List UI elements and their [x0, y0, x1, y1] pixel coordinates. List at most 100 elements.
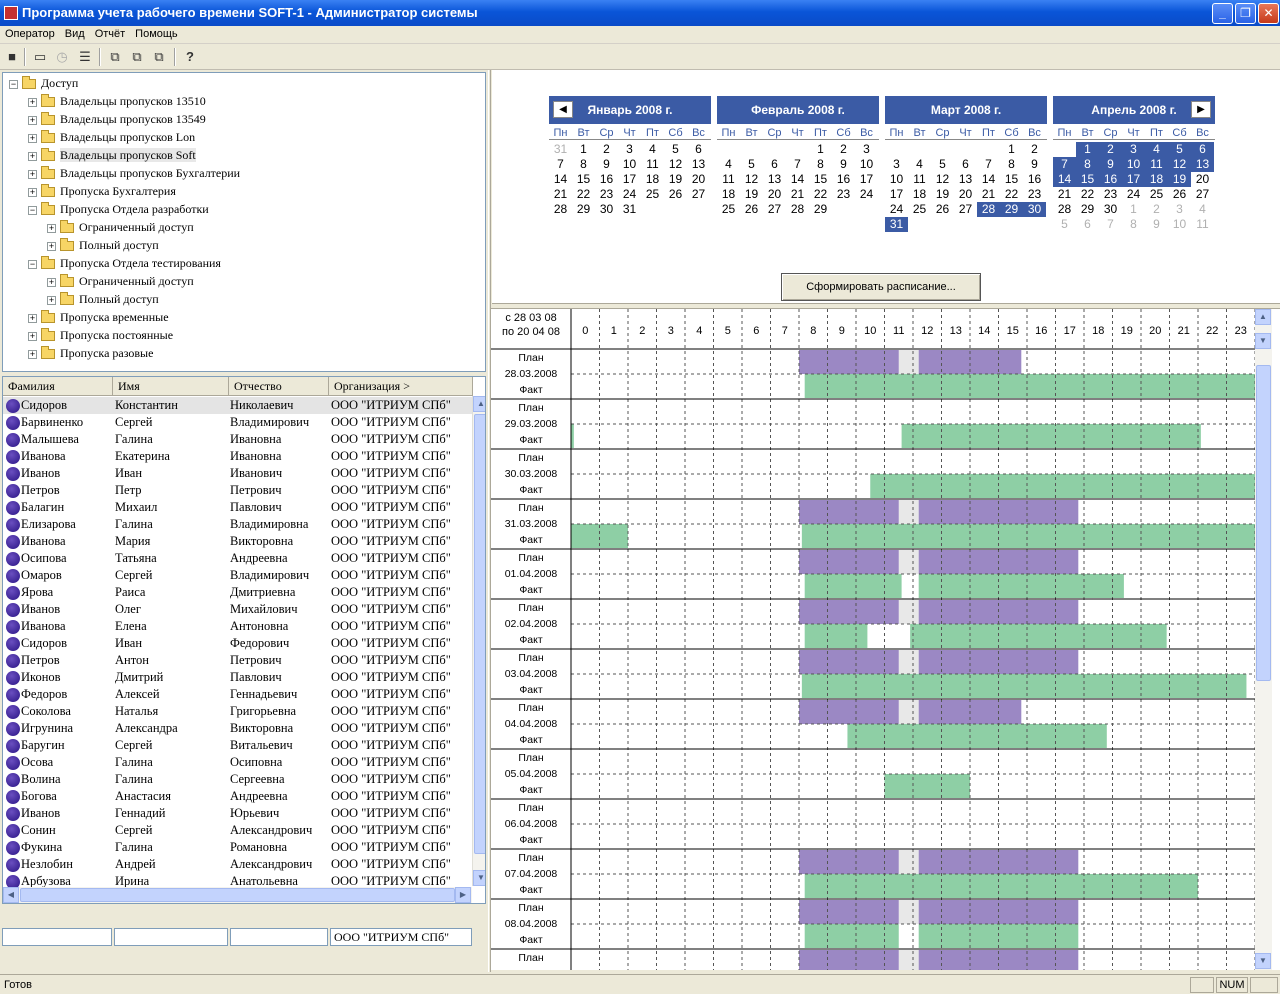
calendar-day[interactable]: 8 [1130, 217, 1137, 231]
tree-icon[interactable]: ☰ [79, 49, 91, 64]
calendar-day[interactable]: 12 [1168, 157, 1191, 172]
window-icon[interactable]: ▭ [33, 49, 47, 64]
calendar-day[interactable]: 4 [649, 142, 656, 156]
close-button[interactable]: ✕ [1258, 3, 1279, 24]
calendar-day[interactable]: 29 [576, 202, 591, 216]
filter-patronymic[interactable] [230, 928, 328, 946]
calendar-day[interactable]: 18 [912, 187, 927, 201]
collapse-icon[interactable]: − [28, 258, 37, 269]
table-row[interactable]: Иконов Дмитрий Павлович ООО "ИТРИУМ СПб" [3, 669, 473, 686]
filter-organization[interactable]: ООО "ИТРИУМ СПб" [330, 928, 472, 946]
table-row[interactable]: Иванов Геннадий Юрьевич ООО "ИТРИУМ СПб" [3, 805, 473, 822]
table-row[interactable]: Омаров Сергей Владимирович ООО "ИТРИУМ СПб" [3, 567, 473, 584]
calendar-day[interactable]: 8 [817, 157, 824, 171]
calendar-day[interactable]: 19 [744, 187, 759, 201]
calendar-day[interactable]: 7 [794, 157, 801, 171]
next-month-icon[interactable]: ▶ [1191, 101, 1211, 118]
calendar-day[interactable]: 5 [748, 157, 755, 171]
calendar-day[interactable]: 5 [1061, 217, 1068, 231]
calendar-day[interactable]: 9 [1031, 157, 1038, 171]
tree-node[interactable]: + Владельцы пропусков Soft [28, 146, 196, 164]
calendar-day[interactable]: 11 [1145, 157, 1168, 172]
scroll-left-icon[interactable]: ◀ [3, 887, 19, 903]
table-row[interactable]: Елизарова Галина Владимировна ООО "ИТРИУМ С… [3, 516, 473, 533]
calendar-day[interactable]: 12 [744, 172, 759, 186]
scroll-down-icon[interactable]: ▼ [473, 870, 485, 886]
calendar-day[interactable]: 3 [893, 157, 900, 171]
minimize-button[interactable]: _ [1212, 3, 1233, 24]
calendar-day[interactable]: 21 [1057, 187, 1072, 201]
column-organization[interactable]: Организация > [329, 377, 473, 396]
tree-node[interactable]: − Доступ [9, 74, 78, 92]
calendar-day[interactable]: 16 [836, 172, 851, 186]
expand-icon[interactable]: + [28, 312, 37, 323]
expand-icon[interactable]: + [47, 294, 56, 305]
calendar-day[interactable]: 2 [1153, 202, 1160, 216]
calendar-day[interactable]: 2 [1099, 142, 1122, 157]
tree-node[interactable]: − Пропуска Отдела тестирования [28, 254, 221, 272]
table-row[interactable]: Осова Галина Осиповна ООО "ИТРИУМ СПб" [3, 754, 473, 771]
calendar-day[interactable]: 27 [767, 202, 782, 216]
form-schedule-button[interactable]: Сформировать расписание... [781, 273, 981, 301]
calendar-day[interactable]: 25 [912, 202, 927, 216]
calendar-day[interactable]: 6 [771, 157, 778, 171]
help-icon[interactable]: ? [186, 49, 194, 64]
schedule-scroll-up-icon[interactable]: ▲ [1255, 309, 1271, 325]
calendar-day[interactable]: 11 [913, 172, 926, 186]
calendar-day[interactable]: 12 [668, 157, 683, 171]
calendar-day[interactable]: 4 [916, 157, 923, 171]
calendar-day[interactable]: 23 [1103, 187, 1118, 201]
calendar-day[interactable]: 19 [1168, 172, 1191, 187]
calendar-day[interactable]: 1 [817, 142, 824, 156]
calendar-day[interactable]: 9 [603, 157, 610, 171]
calendar-day[interactable]: 25 [1149, 187, 1164, 201]
calendar-day[interactable]: 19 [668, 172, 683, 186]
calendar-day[interactable]: 1 [580, 142, 587, 156]
calendar-day[interactable]: 7 [557, 157, 564, 171]
calendar-day[interactable]: 13 [691, 157, 706, 171]
expand-icon[interactable]: + [28, 150, 37, 161]
calendar-day[interactable]: 11 [722, 172, 735, 186]
calendar-day[interactable]: 20 [1195, 172, 1210, 186]
calendar-day[interactable]: 6 [1191, 142, 1214, 157]
calendar-day[interactable]: 1 [1008, 142, 1015, 156]
calendar-day[interactable]: 10 [1172, 217, 1187, 231]
tree-node[interactable]: + Пропуска постоянные [28, 326, 173, 344]
calendar-day[interactable]: 24 [1126, 187, 1141, 201]
calendar-day[interactable]: 4 [1145, 142, 1168, 157]
schedule-scroll-up2-icon[interactable]: ▼ [1255, 333, 1271, 349]
tree-node[interactable]: + Пропуска разовые [28, 344, 153, 362]
clock-icon[interactable]: ◷ [56, 49, 68, 64]
calendar-day[interactable]: 11 [1196, 217, 1209, 231]
calendar-day[interactable]: 30 [1103, 202, 1118, 216]
calendar-day[interactable]: 18 [721, 187, 736, 201]
calendar-day[interactable]: 4 [1199, 202, 1206, 216]
calendar-day[interactable]: 3 [863, 142, 870, 156]
tree-node[interactable]: + Владельцы пропусков 13549 [28, 110, 206, 128]
tree-node[interactable]: + Владельцы пропусков 13510 [28, 92, 206, 110]
calendar-day[interactable]: 2 [840, 142, 847, 156]
calendar-day[interactable]: 21 [553, 187, 568, 201]
calendar-day[interactable]: 27 [958, 202, 973, 216]
calendar-day[interactable]: 7 [1053, 157, 1076, 172]
table-row[interactable]: Барвиненко Сергей Владимирович ООО "ИТРИУМ … [3, 414, 473, 431]
table-row[interactable]: Сидоров Константин Николаевич ООО "ИТРИУМ С… [3, 397, 473, 414]
table-row[interactable]: Иванов Олег Михайлович ООО "ИТРИУМ СПб" [3, 601, 473, 618]
table-row[interactable]: Баругин Сергей Витальевич ООО "ИТРИУМ СПб" [3, 737, 473, 754]
calendar-day[interactable]: 2 [1031, 142, 1038, 156]
schedule-vertical-scrollbar[interactable]: ▲ ▼ ▼ [1255, 309, 1272, 970]
table-row[interactable]: Балагин Михаил Павлович ООО "ИТРИУМ СПб" [3, 499, 473, 516]
calendar-day[interactable]: 25 [721, 202, 736, 216]
tree-node[interactable]: + Полный доступ [47, 290, 159, 308]
table-row[interactable]: Ярова Раиса Дмитриевна ООО "ИТРИУМ СПб" [3, 584, 473, 601]
list-hscroll-thumb[interactable] [20, 888, 455, 902]
calendar-day[interactable]: 27 [691, 187, 706, 201]
calendar-day[interactable]: 19 [935, 187, 950, 201]
calendar-day[interactable]: 29 [1000, 202, 1023, 217]
filter-firstname[interactable] [114, 928, 228, 946]
menu-help[interactable]: Помощь [135, 28, 178, 40]
table-row[interactable]: Петров Петр Петрович ООО "ИТРИУМ СПб" [3, 482, 473, 499]
calendar-day[interactable]: 26 [935, 202, 950, 216]
calendar-day[interactable]: 5 [939, 157, 946, 171]
calendar-day[interactable]: 26 [744, 202, 759, 216]
